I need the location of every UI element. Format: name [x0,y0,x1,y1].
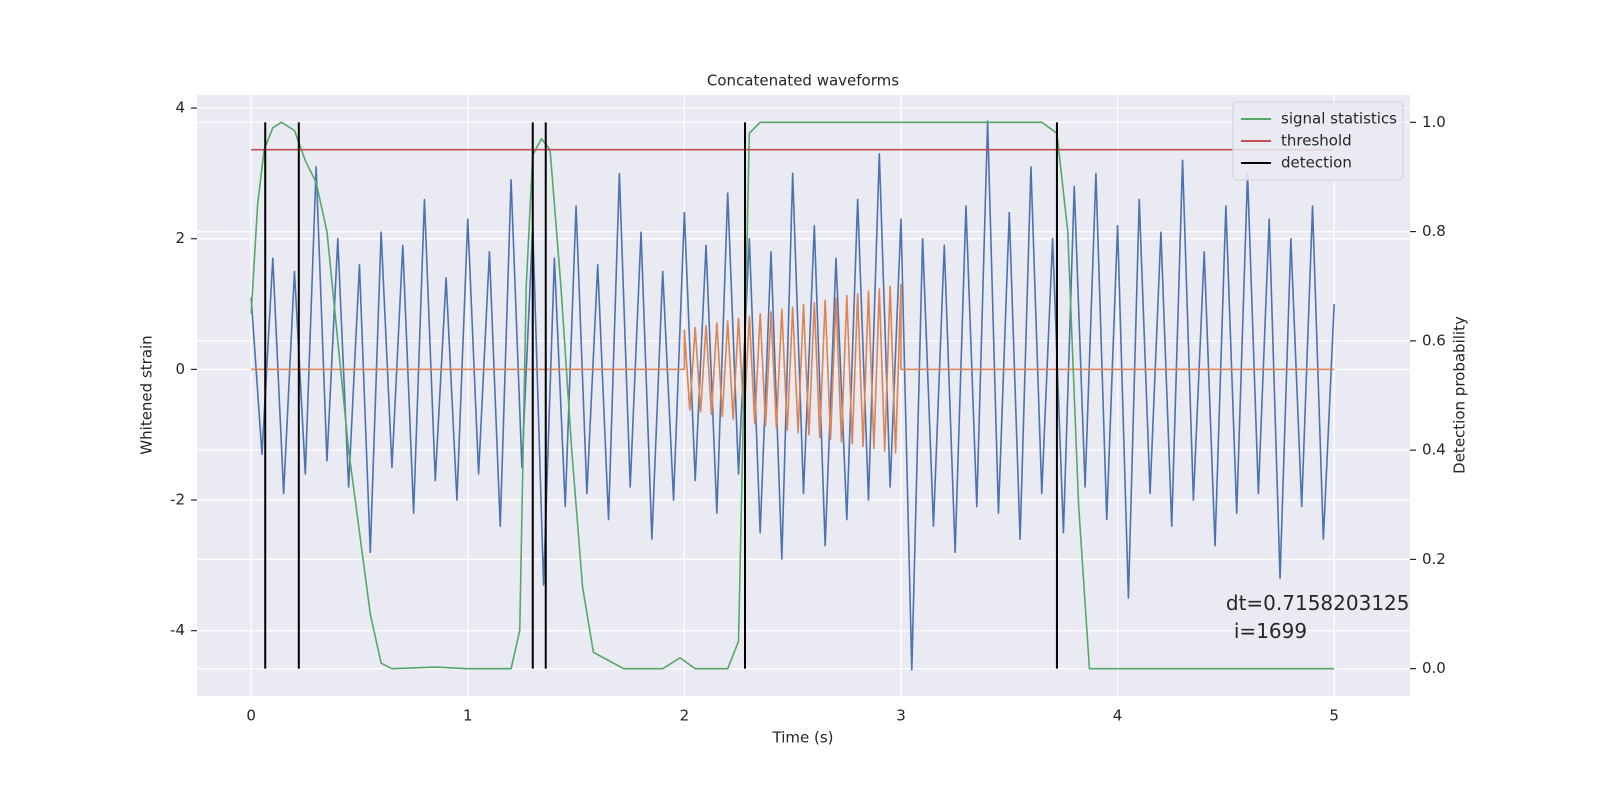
series-line [250,121,1335,670]
x-tick-label: 5 [1329,707,1339,725]
y-tick-label: -4 [170,621,185,639]
legend-label: detection [1281,154,1352,172]
y-tick-label: 0 [175,360,185,378]
x-tick-label: 4 [1113,707,1123,725]
legend-label: threshold [1281,132,1352,150]
x-axis-label: Time (s) [772,729,834,747]
annotation: i=1699 [1234,619,1307,643]
plot-area [197,95,1410,696]
y-tick-label: 2 [175,229,185,247]
y2-tick-label: 0.8 [1422,222,1446,240]
y2-tick-label: 1.0 [1422,113,1446,131]
y-axis-label: Whitened strain [138,335,156,454]
legend-box [1232,101,1404,181]
y-tick-label: 4 [175,99,185,117]
y2-axis-label: Detection probability [1451,316,1469,474]
x-tick-label: 1 [463,707,473,725]
y-tick-label: -2 [170,491,185,509]
y2-tick-label: 0.2 [1422,550,1446,568]
y2-tick-label: 0.6 [1422,331,1446,349]
x-tick-label: 0 [246,707,256,725]
y2-tick-label: 0.4 [1422,441,1446,459]
legend-label: signal statistics [1281,110,1397,128]
chart-title: Concatenated waveforms [707,72,899,90]
series-line [251,283,1335,454]
series-line [250,120,1335,671]
x-tick-label: 2 [680,707,690,725]
x-tick-label: 3 [896,707,906,725]
annotation: dt=0.7158203125 [1226,591,1410,615]
y2-tick-label: 0.0 [1422,659,1446,677]
